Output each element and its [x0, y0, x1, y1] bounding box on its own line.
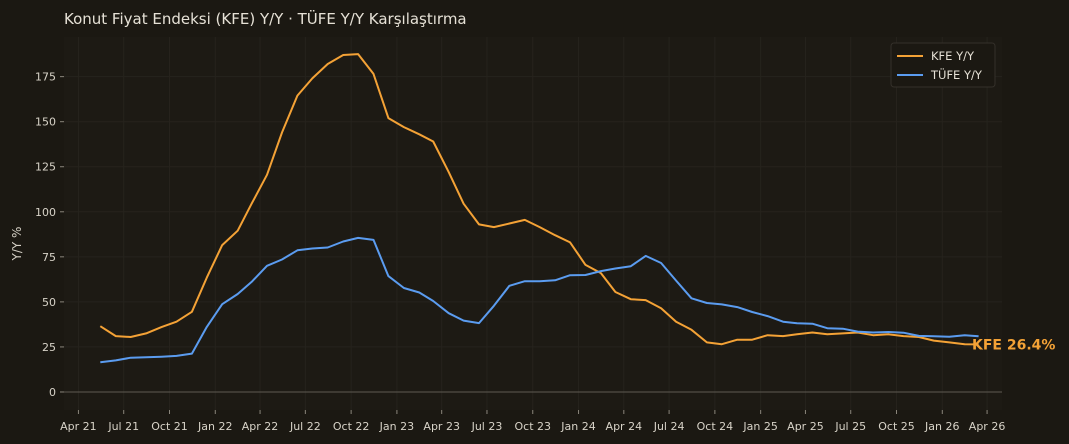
- x-tick-label: Apr 25: [787, 420, 824, 433]
- series-line-kfe: [99, 53, 979, 346]
- x-tick-label: Jan 23: [379, 420, 414, 433]
- x-tick-label: Oct 25: [878, 420, 915, 433]
- x-tick-label: Jul 21: [107, 420, 139, 433]
- x-tick-label: Oct 22: [333, 420, 370, 433]
- series-line-tufe: [100, 236, 979, 364]
- x-tick-label: Apr 21: [60, 420, 97, 433]
- x-tick-label: Apr 26: [969, 420, 1006, 433]
- chart-title: Konut Fiyat Endeksi (KFE) Y/Y · TÜFE Y/Y…: [64, 10, 467, 28]
- grid: [64, 37, 1002, 410]
- y-tick-label: 150: [35, 116, 56, 129]
- legend-label-kfe: KFE Y/Y: [931, 49, 975, 63]
- x-axis: Apr 21 Jul 21 Oct 21 Jan 22 Apr 22 Jul 22 Oct …: [60, 410, 1005, 433]
- y-axis-title: Y/Y %: [10, 227, 24, 262]
- legend: KFE Y/Y TÜFE Y/Y: [890, 42, 996, 88]
- x-tick-label: Jan 25: [742, 420, 777, 433]
- x-tick-label: Apr 24: [606, 420, 643, 433]
- x-tick-label: Apr 23: [423, 420, 460, 433]
- y-tick-label: 175: [35, 71, 56, 84]
- x-tick-label: Jan 22: [197, 420, 232, 433]
- y-tick-label: 0: [49, 386, 56, 399]
- x-tick-label: Jul 25: [834, 420, 866, 433]
- series-layer: [99, 53, 979, 364]
- y-axis: 0 25 50 75 100 125 150 175: [35, 71, 64, 399]
- legend-label-tufe: TÜFE Y/Y: [930, 66, 983, 82]
- x-tick-label: Jul 24: [653, 420, 685, 433]
- y-tick-label: 25: [42, 341, 56, 354]
- x-tick-label: Oct 23: [514, 420, 551, 433]
- x-tick-label: Oct 24: [697, 420, 734, 433]
- x-tick-label: Apr 22: [242, 420, 279, 433]
- y-tick-label: 100: [35, 206, 56, 219]
- y-tick-label: 125: [35, 161, 56, 174]
- x-tick-label: Jul 23: [471, 420, 503, 433]
- x-tick-label: Oct 21: [151, 420, 188, 433]
- y-tick-label: 50: [42, 296, 56, 309]
- x-tick-label: Jan 24: [560, 420, 595, 433]
- kfe-end-label: KFE 26.4%: [972, 337, 1055, 353]
- y-tick-label: 75: [42, 251, 56, 264]
- x-tick-label: Jan 26: [924, 420, 959, 433]
- x-tick-label: Jul 22: [289, 420, 321, 433]
